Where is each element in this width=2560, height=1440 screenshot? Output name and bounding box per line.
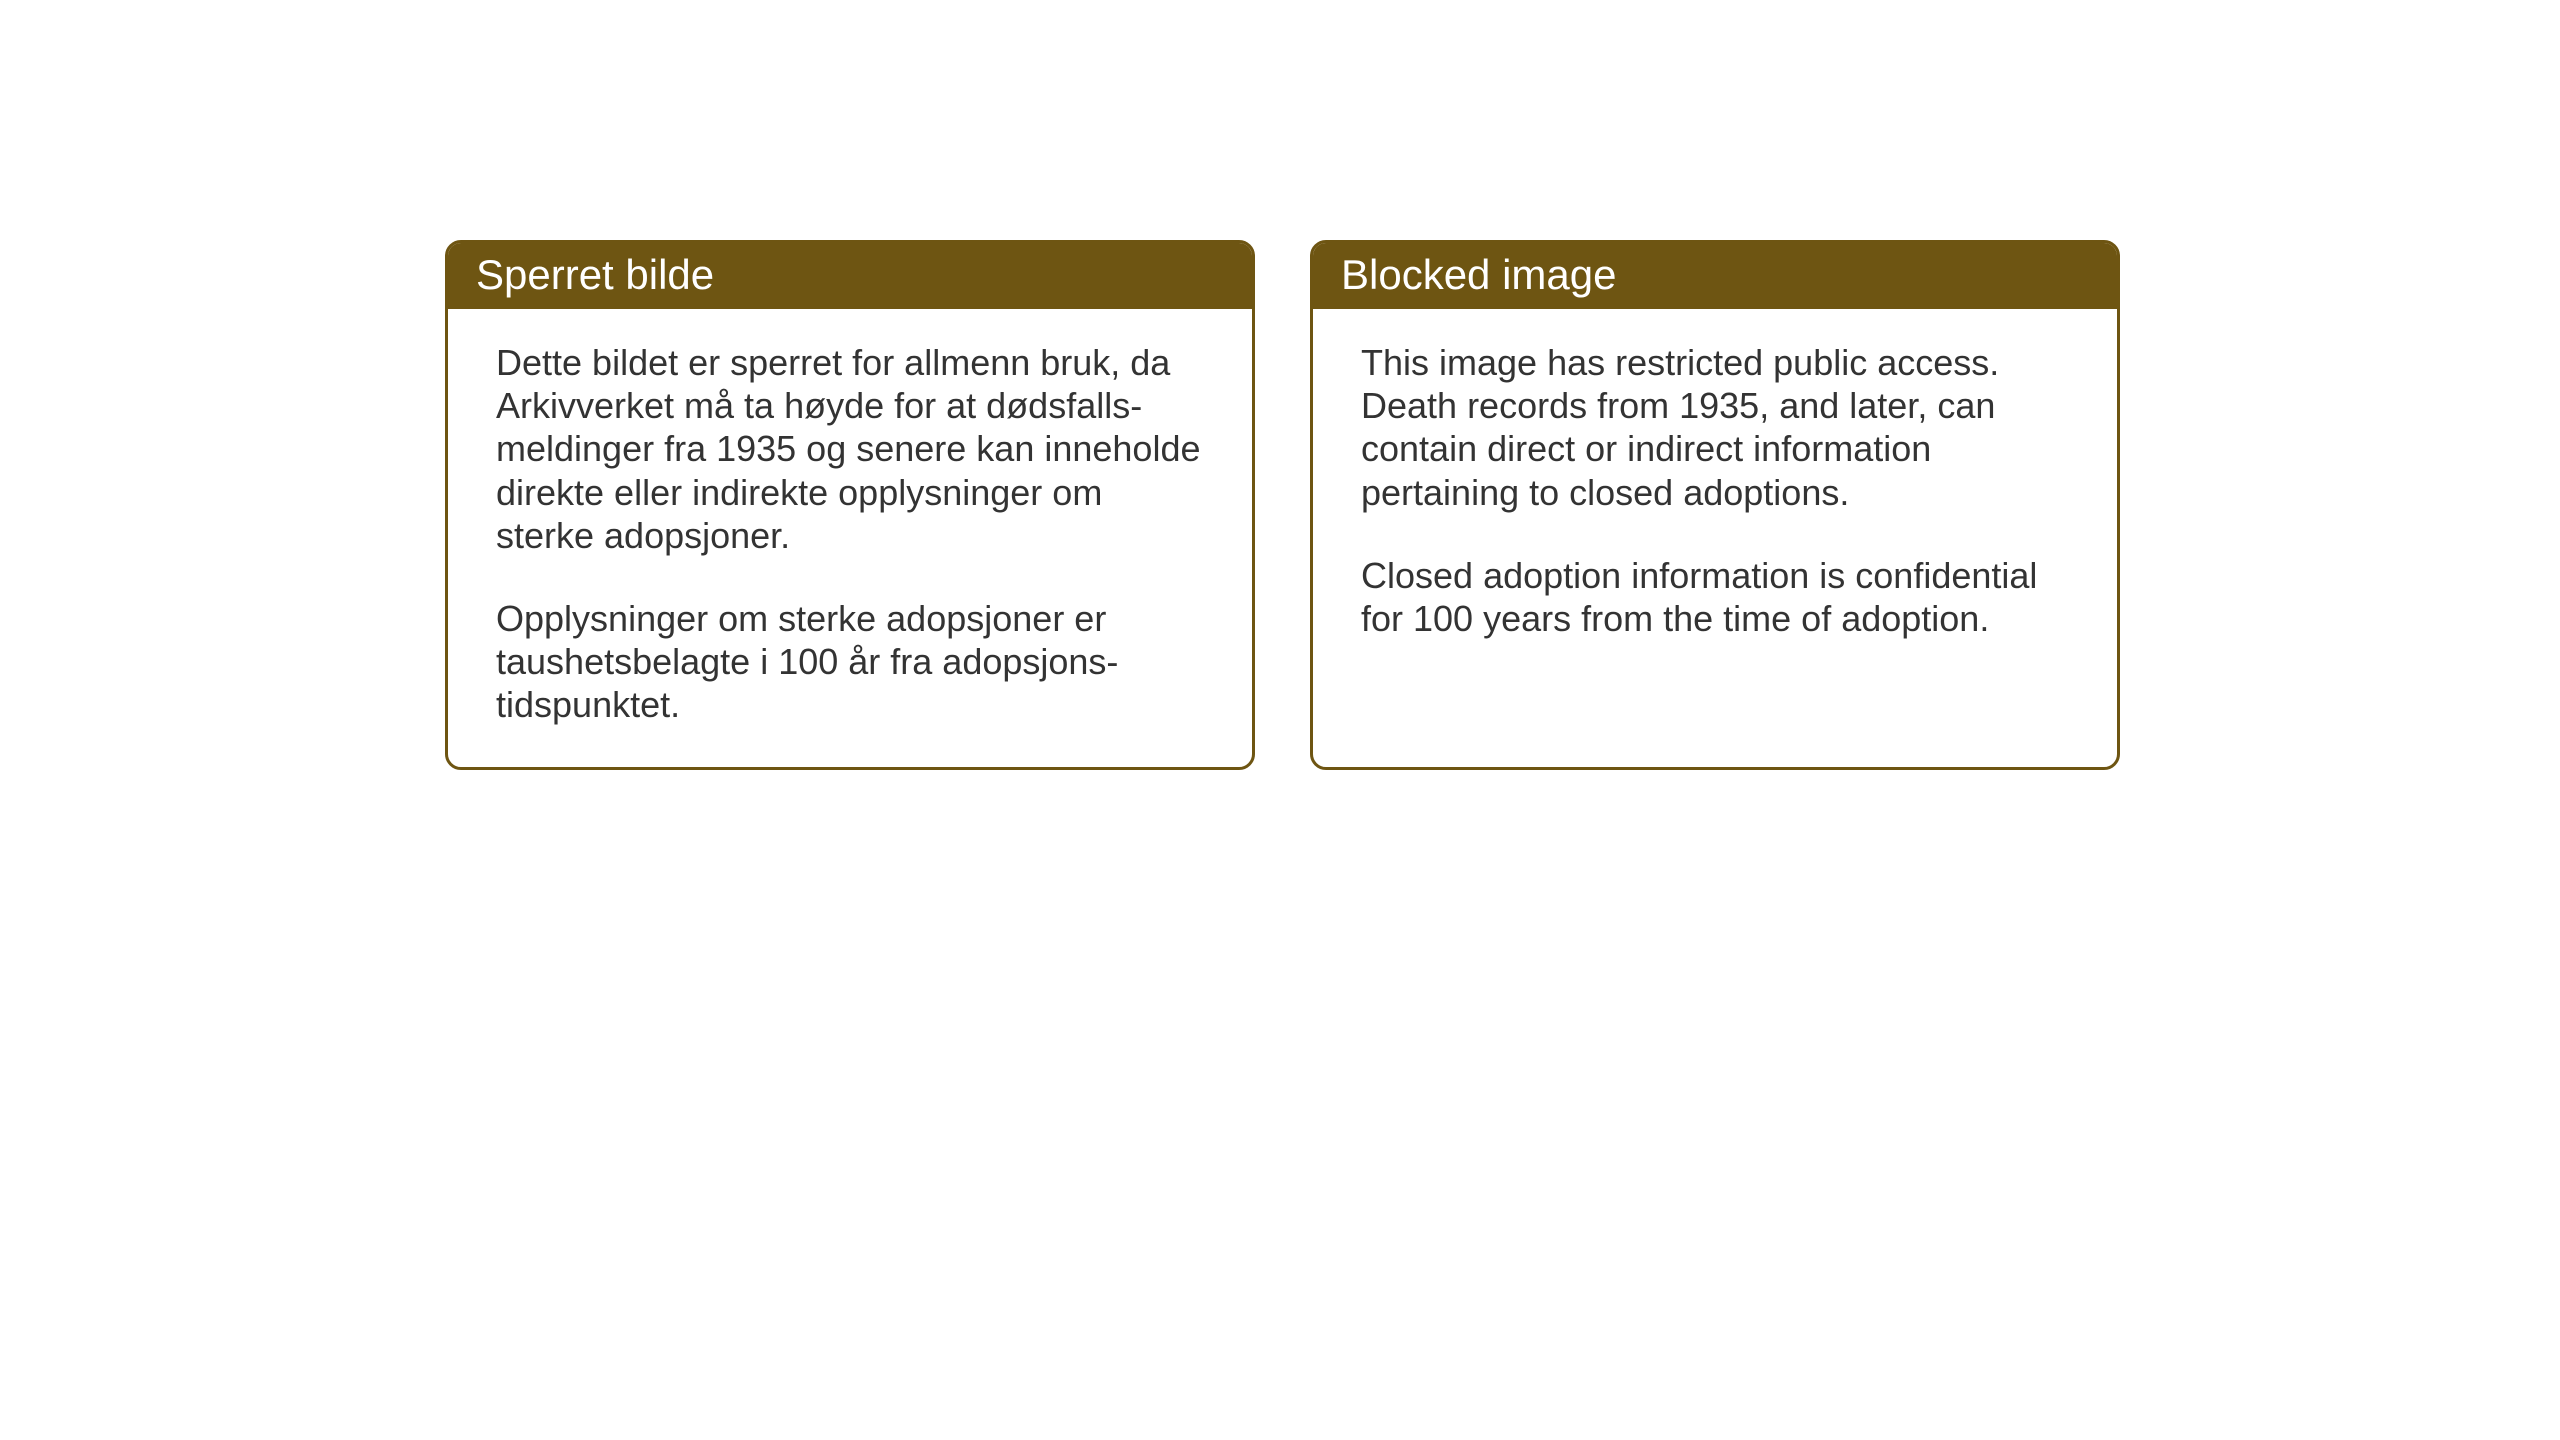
card-paragraph-norwegian-1: Dette bildet er sperret for allmenn bruk… (496, 341, 1208, 557)
notice-card-container: Sperret bilde Dette bildet er sperret fo… (445, 240, 2120, 770)
card-body-english: This image has restricted public access.… (1313, 309, 2117, 739)
card-header-english: Blocked image (1313, 243, 2117, 309)
notice-card-english: Blocked image This image has restricted … (1310, 240, 2120, 770)
card-header-norwegian: Sperret bilde (448, 243, 1252, 309)
notice-card-norwegian: Sperret bilde Dette bildet er sperret fo… (445, 240, 1255, 770)
card-paragraph-english-2: Closed adoption information is confident… (1361, 554, 2073, 640)
card-paragraph-norwegian-2: Opplysninger om sterke adopsjoner er tau… (496, 597, 1208, 727)
card-paragraph-english-1: This image has restricted public access.… (1361, 341, 2073, 514)
card-body-norwegian: Dette bildet er sperret for allmenn bruk… (448, 309, 1252, 767)
card-title-norwegian: Sperret bilde (476, 251, 714, 298)
card-title-english: Blocked image (1341, 251, 1616, 298)
